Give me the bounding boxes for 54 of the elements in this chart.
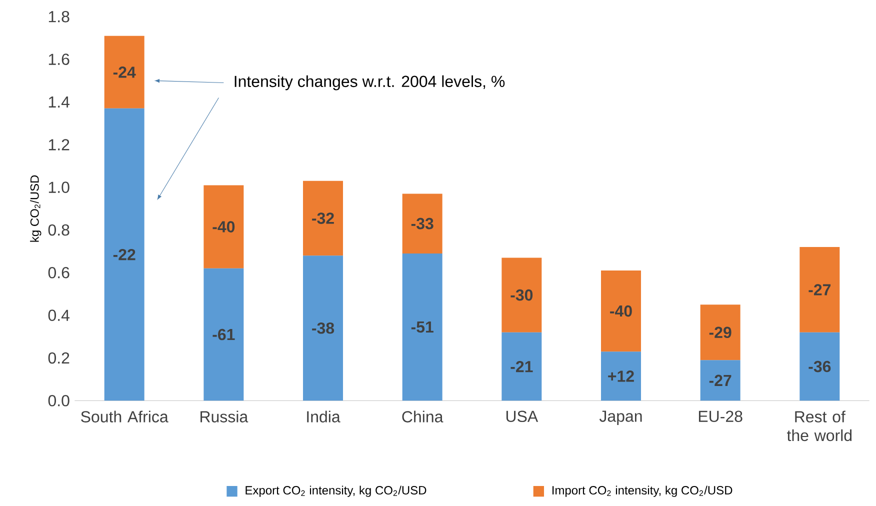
annotation: -40	[212, 221, 235, 232]
y-axis-title: kg CO$_{2}$/USD	[30, 175, 42, 242]
annotation: -36	[808, 360, 831, 372]
x-tick-label: Japan	[599, 410, 642, 426]
legend-label: Export CO$_{2}$ intensity, kg CO$_{2}$/USD	[246, 486, 426, 497]
bar	[800, 332, 840, 401]
bar	[303, 180, 343, 256]
bar	[502, 332, 542, 401]
bar	[700, 304, 740, 360]
x-tick-label: India	[307, 410, 340, 422]
y-tick-label: 0.2	[48, 352, 70, 364]
annotation: -24	[113, 66, 136, 78]
annotation: -21	[510, 360, 533, 372]
y-tick-label: 1.2	[48, 139, 70, 150]
y-tick-label: 1.0	[48, 182, 70, 193]
annotation: -30	[510, 289, 533, 301]
bar	[303, 256, 343, 401]
bar	[204, 185, 244, 268]
bar	[402, 194, 442, 254]
y-tick-label: 0.8	[48, 224, 70, 236]
annotation: -29	[709, 326, 732, 338]
annotation: +12	[608, 370, 634, 382]
annotation: -38	[312, 322, 334, 334]
x-tick-label: USA	[506, 410, 538, 422]
annotation: -33	[411, 218, 434, 230]
annotation: Intensity changes w.r.t. 2004 levels, %	[234, 75, 505, 90]
x-tick-label: China	[402, 410, 444, 422]
x-tick-label: Rest of the world	[787, 410, 852, 442]
legend-label: Import CO$_{2}$ intensity, kg CO$_{2}$/USD	[552, 486, 732, 497]
bar	[204, 268, 244, 401]
y-tick-label: 0.4	[48, 310, 70, 321]
bar	[502, 258, 542, 332]
x-tick-label: South Africa	[81, 410, 168, 422]
bar	[104, 36, 144, 108]
annotation: -51	[411, 321, 434, 333]
bar	[402, 253, 442, 401]
annotation: -32	[312, 212, 334, 224]
y-tick-label: 0.0	[48, 394, 70, 406]
x-tick-label: EU-28	[698, 410, 742, 422]
y-tick-label: 1.6	[48, 54, 70, 65]
bar	[601, 352, 641, 401]
annotation: -27	[709, 374, 732, 386]
bar	[104, 108, 144, 401]
y-tick-label: 1.8	[48, 11, 70, 22]
bar	[601, 270, 641, 352]
bar	[800, 247, 840, 332]
y-tick-label: 0.6	[48, 266, 70, 278]
annotation: -40	[610, 305, 632, 317]
annotation: -27	[808, 284, 831, 296]
y-tick-label: 1.4	[48, 96, 70, 108]
x-tick-label: Russia	[200, 410, 248, 422]
annotation: -22	[113, 248, 136, 260]
bar	[700, 360, 740, 401]
annotation: -61	[212, 328, 235, 340]
